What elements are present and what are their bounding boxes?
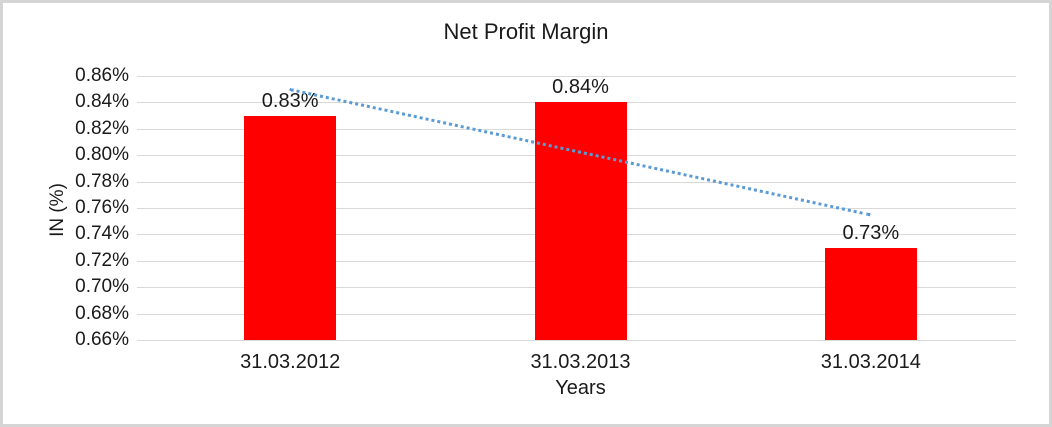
x-tick-label: 31.03.2013 (530, 351, 631, 373)
y-tick-label: 0.70% (75, 276, 129, 298)
x-tick-label: 31.03.2012 (240, 351, 341, 373)
y-axis-tick (137, 155, 145, 157)
data-label: 0.84% (552, 76, 609, 99)
y-tick-label: 0.74% (75, 223, 129, 245)
y-tick-label: 0.82% (75, 117, 129, 139)
y-axis-tick (137, 287, 145, 289)
y-tick-label: 0.68% (75, 302, 129, 324)
gridline (145, 340, 1016, 341)
y-axis-tick (137, 128, 145, 130)
x-tick-label: 31.03.2014 (820, 351, 921, 373)
y-axis-tick (137, 181, 145, 183)
y-tick-label: 0.84% (75, 91, 129, 113)
bar-31.03.2012 (244, 115, 337, 340)
bar-31.03.2013 (534, 102, 627, 340)
y-tick-label: 0.66% (75, 329, 129, 350)
y-axis-tick (137, 208, 145, 209)
y-axis-tick (137, 313, 145, 315)
chart-title: Net Profit Margin (443, 19, 609, 44)
bar-31.03.2014 (824, 247, 917, 340)
y-axis-tick (137, 76, 145, 77)
y-axis-tick (137, 260, 145, 262)
plot-area: 0.83% 0.84% 0.73% (145, 76, 1016, 341)
y-tick-label: 0.76% (75, 197, 129, 218)
y-axis-tick (137, 340, 145, 341)
y-tick-label: 0.86% (75, 65, 129, 86)
data-label: 0.73% (842, 221, 900, 244)
x-axis-title: Years (555, 377, 606, 399)
data-label: 0.83% (261, 89, 319, 112)
y-axis-tick (137, 234, 145, 236)
y-tick-label: 0.72% (75, 249, 129, 271)
y-axis-tick (137, 102, 145, 104)
y-tick-label: 0.80% (75, 144, 129, 166)
y-tick-label: 0.78% (75, 170, 129, 192)
gridline (145, 76, 1016, 77)
